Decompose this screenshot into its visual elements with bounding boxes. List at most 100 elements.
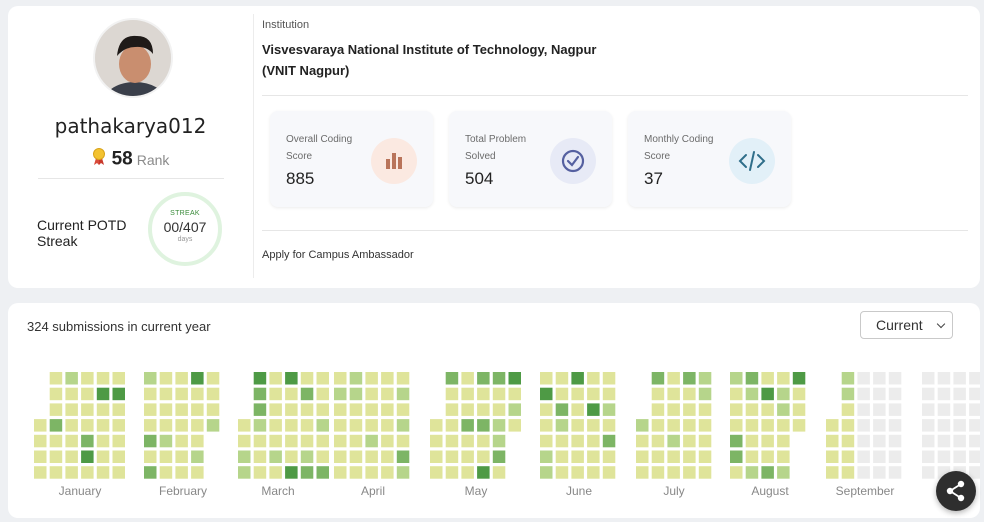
heatmap-cell [34, 434, 47, 448]
heatmap-cell [777, 419, 790, 432]
heatmap-cell [365, 403, 378, 416]
heatmap-cell [285, 419, 298, 432]
heatmap-cell [396, 419, 410, 432]
heatmap-cell [144, 403, 157, 416]
streak-value: 00/407 [163, 219, 207, 235]
institution-name-line2: (VNIT Nagpur) [262, 63, 350, 78]
heatmap-cell [540, 434, 553, 448]
heatmap-cell [191, 466, 204, 479]
streak-ring: STREAK 00/407 days [148, 192, 222, 266]
stat-label: Overall Coding Score [286, 134, 353, 162]
heatmap-cell [316, 387, 329, 401]
heatmap-cell [922, 450, 935, 463]
stat-value: 885 [286, 169, 315, 188]
heatmap-cell [477, 434, 490, 448]
heatmap-cell [602, 419, 616, 432]
heatmap-cell [477, 387, 490, 401]
heatmap-cell [555, 434, 569, 448]
heatmap-cell [365, 466, 378, 479]
heatmap-cell [159, 387, 173, 401]
apply-campus-ambassador-link[interactable]: Apply for Campus Ambassador [262, 249, 414, 261]
month-label-july: July [663, 484, 685, 498]
heatmap-cell [175, 403, 188, 416]
heatmap-cell [683, 419, 696, 432]
heatmap-cell [159, 466, 173, 479]
heatmap-cell [159, 450, 173, 463]
heatmap-cell [777, 434, 790, 448]
divider [38, 178, 224, 179]
heatmap-cell [430, 466, 443, 479]
share-button[interactable] [936, 471, 976, 511]
heatmap-cell [191, 450, 204, 463]
heatmap-cell [730, 372, 743, 385]
heatmap-cell [269, 450, 282, 463]
year-select[interactable]: Current [860, 311, 953, 339]
heatmap-cell [857, 419, 870, 432]
heatmap-cell [969, 419, 980, 432]
heatmap-cell [492, 419, 506, 432]
heatmap-cell [349, 387, 363, 401]
heatmap-cell [730, 450, 743, 463]
heatmap-cell [777, 372, 790, 385]
heatmap-cell [159, 372, 173, 385]
heatmap-cell [587, 434, 600, 448]
heatmap-cell [745, 403, 759, 416]
heatmap-cell [49, 434, 63, 448]
heatmap-cell [253, 466, 267, 479]
heatmap-cell [745, 450, 759, 463]
heatmap-cell [112, 466, 125, 479]
heatmap-cell [683, 403, 696, 416]
month-label-february: February [158, 484, 208, 498]
heatmap-cell [349, 450, 363, 463]
heatmap-cell [49, 466, 63, 479]
heatmap-cell [922, 434, 935, 448]
heatmap-cell [65, 434, 78, 448]
heatmap-cell [238, 419, 251, 432]
heatmap-cell [792, 387, 806, 401]
heatmap-cell [144, 466, 157, 479]
heatmap-cell [81, 387, 94, 401]
heatmap-cell [269, 387, 282, 401]
heatmap-cell [191, 419, 204, 432]
heatmap-cell [477, 466, 490, 479]
heatmap-cell [492, 466, 506, 479]
heatmap-cell [159, 419, 173, 432]
heatmap-cell [316, 403, 329, 416]
heatmap-cell [81, 372, 94, 385]
heatmap-cell [571, 434, 584, 448]
heatmap-cell [841, 434, 855, 448]
heatmap-cell [922, 466, 935, 479]
heatmap-cell [683, 387, 696, 401]
heatmap-cell [587, 372, 600, 385]
heatmap-cell [602, 372, 616, 385]
heatmap-cell [96, 466, 110, 479]
heatmap-cell [445, 434, 459, 448]
heatmap-cell [745, 387, 759, 401]
stat-monthly-coding-score: Monthly Coding Score 37 [628, 111, 791, 207]
heatmap-cell [873, 372, 886, 385]
heatmap-cell [922, 403, 935, 416]
heatmap-cell [285, 403, 298, 416]
heatmap-cell [555, 466, 569, 479]
heatmap-cell [381, 387, 394, 401]
heatmap-cell [430, 450, 443, 463]
heatmap-cell [667, 450, 680, 463]
heatmap-cell [969, 466, 980, 479]
heatmap-cell [953, 387, 966, 401]
avatar[interactable] [93, 18, 173, 98]
divider [262, 230, 968, 231]
heatmap-cell [540, 450, 553, 463]
heatmap-cell [937, 419, 951, 432]
heatmap-cell [206, 403, 220, 416]
heatmap-cell [841, 403, 855, 416]
heatmap-cell [587, 403, 600, 416]
year-select-value: Current [876, 317, 923, 333]
heatmap-cell [602, 466, 616, 479]
heatmap-cell [508, 372, 521, 385]
heatmap-cell [761, 403, 774, 416]
heatmap-cell [555, 419, 569, 432]
heatmap-cell [651, 450, 665, 463]
heatmap-cell [334, 419, 347, 432]
heatmap-cell [316, 434, 329, 448]
month-label-march: March [261, 484, 295, 498]
